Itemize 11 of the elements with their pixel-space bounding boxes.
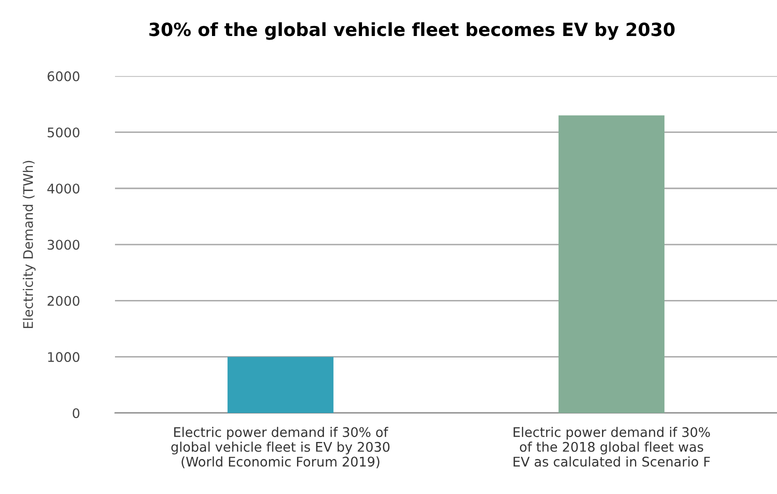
- x-tick-label: Electric power demand if 30% of the 2018 global fleet was EV as calculated in Scenario F: [514, 426, 710, 467]
- y-tick-label: 0: [72, 408, 80, 418]
- y-tick-label: 3000: [48, 240, 80, 250]
- y-tick-label: 6000: [48, 71, 80, 82]
- y-tick-label: 1000: [48, 352, 80, 362]
- chart-title: 30% of the global vehicle fleet becomes EV by 2030: [149, 22, 675, 40]
- y-tick-label: 2000: [48, 296, 80, 306]
- y-tick-label: 4000: [47, 184, 80, 194]
- y-axis-title: Electricity Demand (TWh): [22, 160, 36, 328]
- x-tick-label: Electric power demand if 30% of global vehicle fleet is EV by 2030 (World Economic Forum 2019): [171, 426, 390, 468]
- y-tick-label: 5000: [48, 127, 80, 138]
